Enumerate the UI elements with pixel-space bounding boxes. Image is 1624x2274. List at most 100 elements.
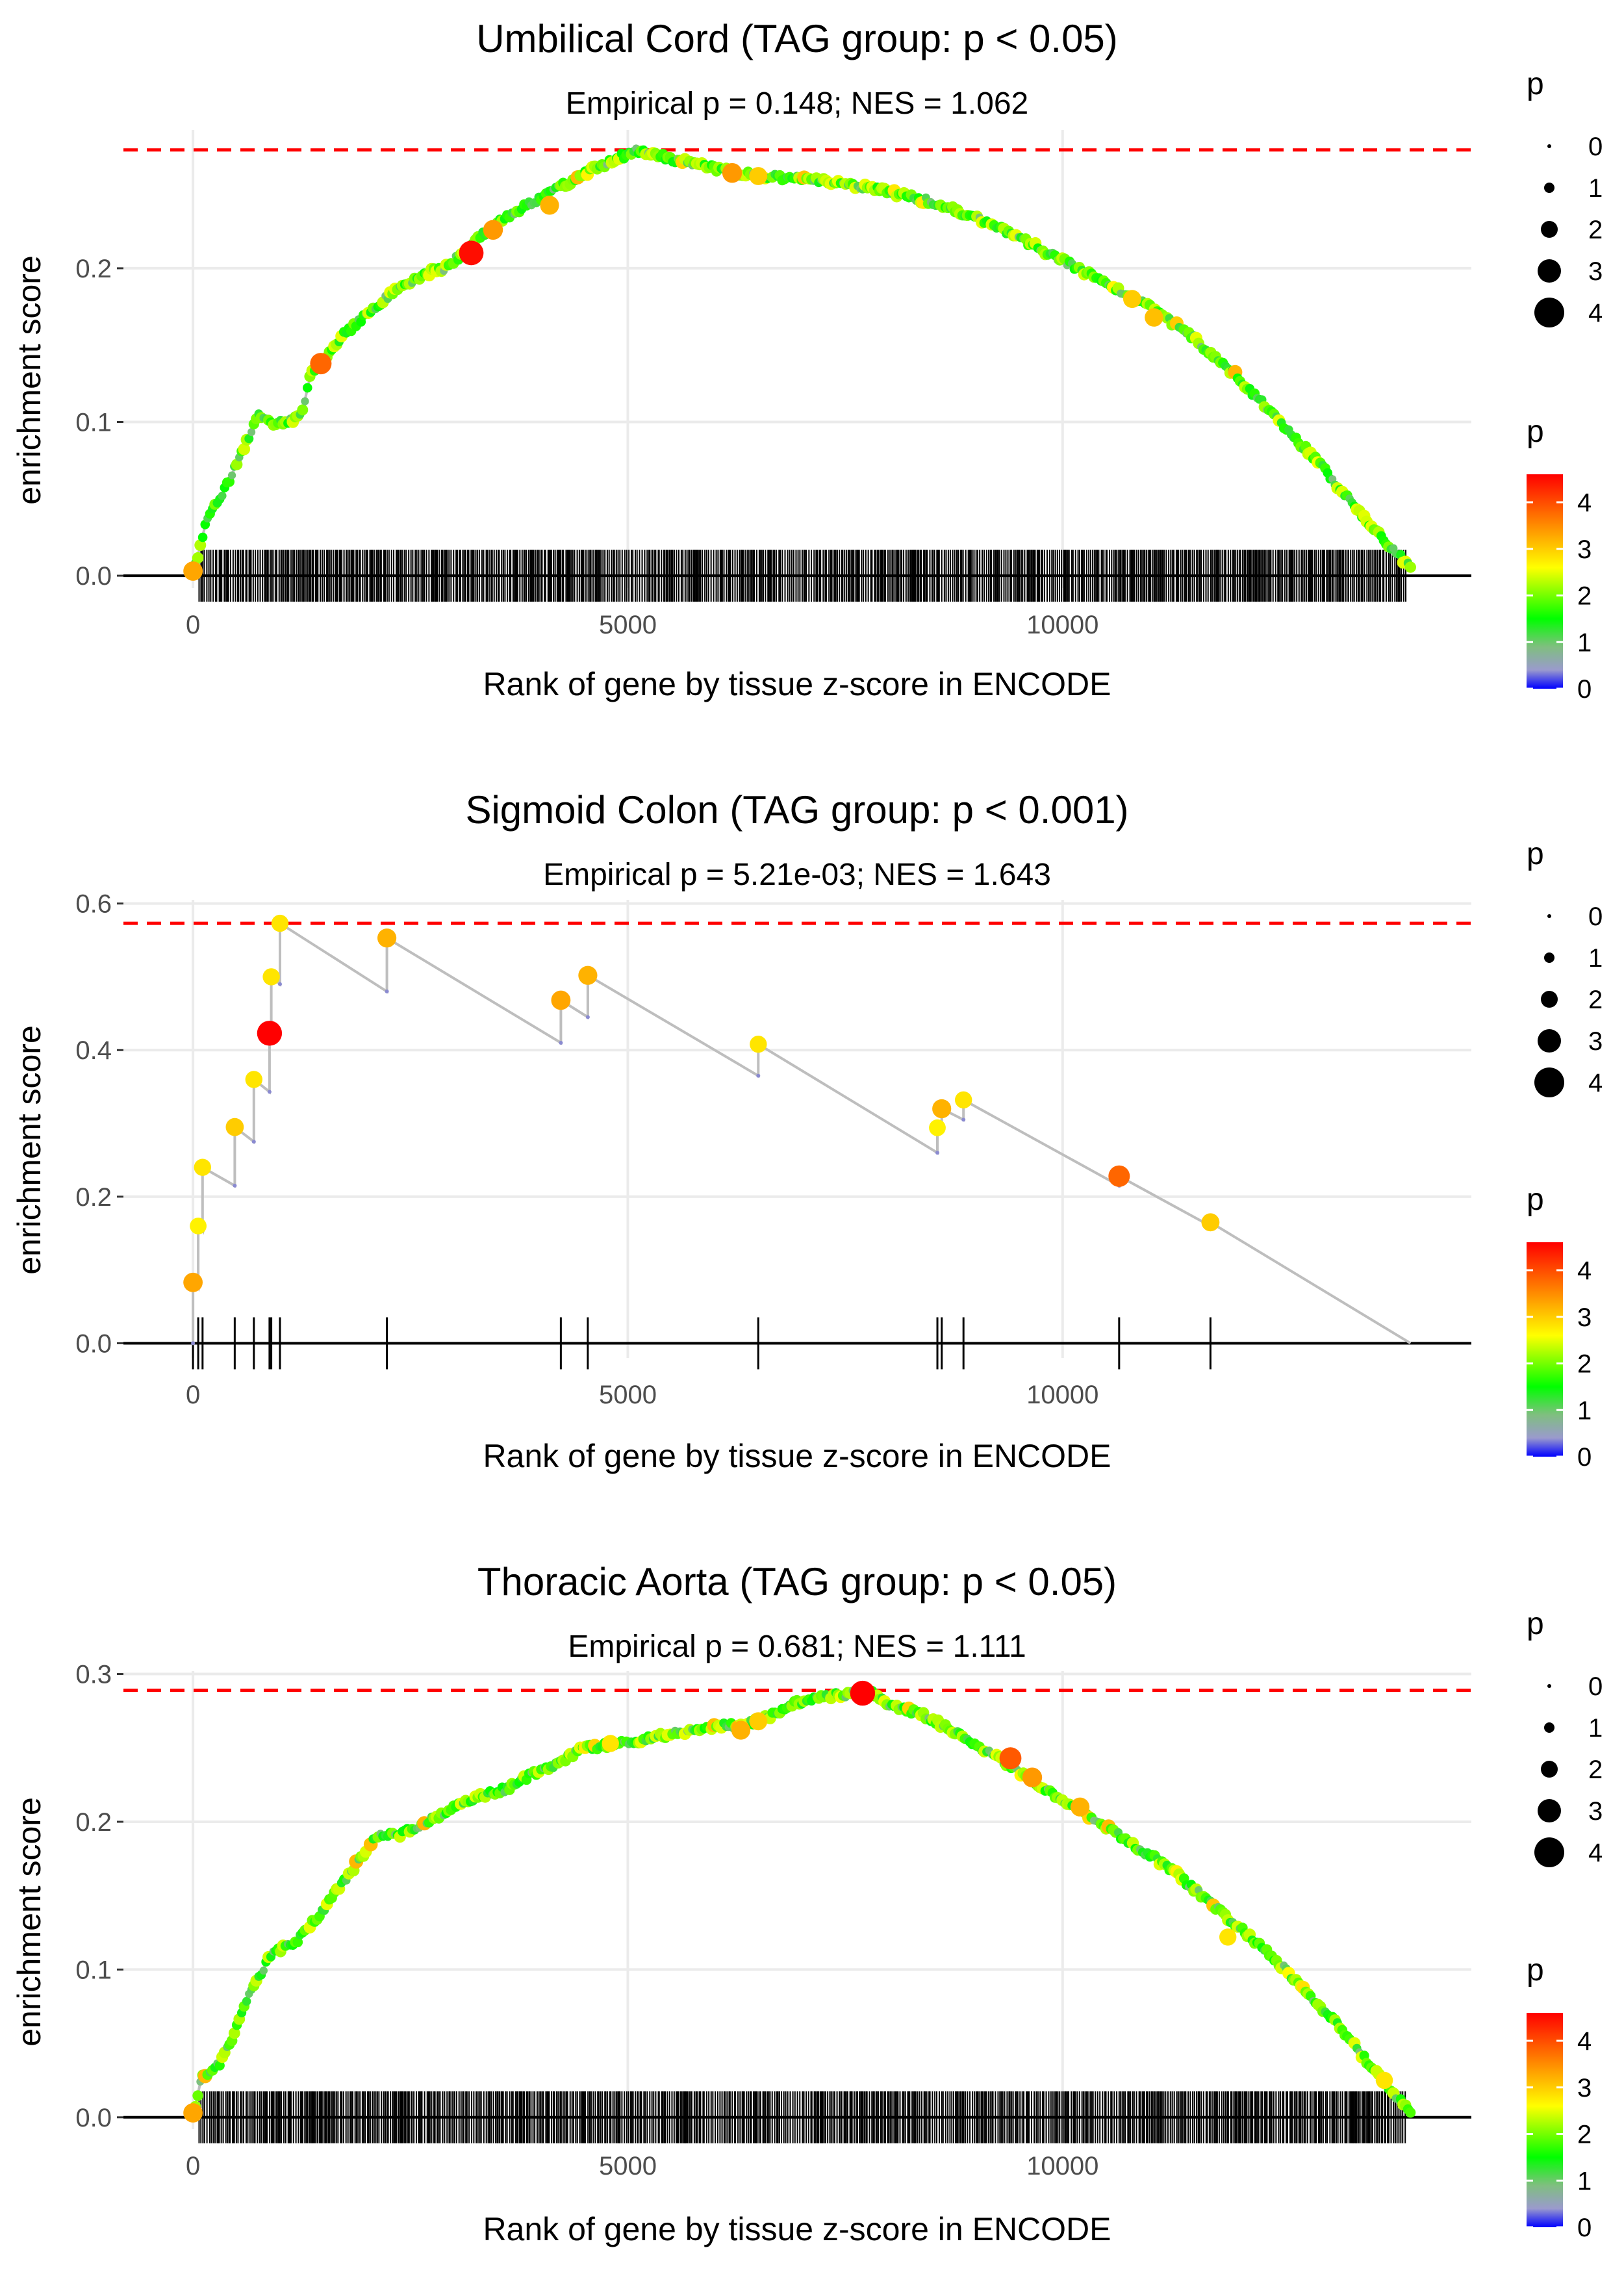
legend-title: p [1527,1607,1544,1641]
data-point [722,163,742,183]
x-tick-label: 0 [186,2152,200,2180]
es-curve [192,1689,1412,2118]
data-point [1123,290,1141,309]
data-point [1219,1928,1237,1946]
legend-color-2: p 0 1 2 3 4 [1527,1182,1592,1472]
legend-size-label: 4 [1588,299,1603,327]
data-point [183,1272,203,1292]
colorbar-label: 2 [1577,582,1592,611]
legend-size-label: 2 [1588,1756,1603,1784]
x-tick-label: 10000 [1026,611,1098,639]
x-tick-label: 10000 [1026,1381,1098,1409]
data-point [459,240,484,266]
data-point [190,1218,207,1234]
panel-subtitle: Empirical p = 0.148; NES = 1.062 [566,86,1028,121]
gene-point [228,2027,240,2039]
data-point [750,1036,767,1053]
data-point [749,1712,768,1731]
data-point [1201,1213,1220,1232]
gene-point [214,2060,225,2071]
data-point [932,1099,952,1119]
gene-point [218,491,227,500]
data-point [310,353,332,375]
gene-point [1404,561,1416,573]
data-point [749,167,768,185]
y-axis-label: enrichment score [11,255,47,505]
data-point [540,196,559,215]
gene-point [301,397,309,405]
panel-subtitle: Empirical p = 5.21e-03; NES = 1.643 [543,858,1051,892]
legend-size-label: 1 [1588,944,1603,973]
gene-point [292,1937,303,1948]
gene-point [244,434,254,444]
y-axis-label: enrichment score [11,1025,47,1275]
plot-area: 0 5000 10000 0.0 0.2 0.4 0.6 [75,890,1471,1409]
highlight-points [183,914,1220,1292]
gene-point [559,1041,563,1045]
legend-size-dot [1538,1799,1561,1822]
colorbar-label: 0 [1577,1443,1592,1472]
gene-point [961,1118,966,1122]
colorbar-label: 4 [1577,1257,1592,1285]
data-point [194,1158,211,1176]
legend-size-dot [1541,1761,1558,1778]
x-tick-label: 0 [186,611,200,639]
legend-size-label: 2 [1588,216,1603,244]
data-point [225,1118,244,1136]
legend-size-dot [1547,1684,1551,1688]
legend-size-label: 3 [1588,257,1603,286]
gene-rug [198,550,1407,602]
data-point [257,1021,283,1046]
gene-points [191,982,1213,1346]
x-tick-label: 10000 [1026,2152,1098,2180]
gene-point [233,1183,237,1188]
data-point [1375,2071,1393,2089]
y-tick-label: 0.3 [75,1661,112,1689]
colorbar-label: 2 [1577,2121,1592,2149]
panel-sigmoid-colon: Sigmoid Colon (TAG group: p < 0.001) Emp… [11,788,1471,1474]
plot-area: 0 5000 10000 0.0 0.1 0.2 0.3 [75,1661,1471,2180]
colorbar-label: 3 [1577,1303,1592,1332]
legend-size-3: p 0 1 2 3 4 [1527,1607,1603,1867]
data-point [578,965,598,985]
gene-point [228,471,236,479]
x-axis-label: Rank of gene by tissue z-score in ENCODE [483,2211,1111,2247]
gene-points [186,144,1416,580]
legend-size-dot [1534,1837,1564,1867]
data-point [377,928,397,948]
colorbar [1527,2013,1563,2227]
data-point [551,990,571,1010]
colorbar-label: 0 [1577,2214,1592,2242]
colorbar-label: 2 [1577,1350,1592,1379]
data-point [483,220,503,240]
colorbar-label: 1 [1577,1396,1592,1425]
data-point [245,1071,262,1088]
legend-title: p [1527,837,1544,871]
panel-title: Thoracic Aorta (TAG group: p < 0.05) [477,1560,1117,1603]
data-point [850,1680,876,1706]
gene-point [197,532,208,543]
legend-title: p [1527,1953,1544,1987]
data-point [999,1747,1022,1770]
highlight-points [183,163,1163,581]
gene-point [267,1090,272,1094]
gene-point [585,1015,590,1019]
panel-title: Umbilical Cord (TAG group: p < 0.05) [476,17,1118,60]
data-point [1145,308,1163,327]
legend-size-dot [1544,952,1554,963]
gene-point [297,404,309,416]
legend-title: p [1527,67,1544,101]
legend-size-dot [1538,1029,1561,1053]
data-point [602,1735,619,1752]
x-tick-label: 5000 [599,611,657,639]
legend-size-label: 1 [1588,1714,1603,1743]
legend-size-label: 4 [1588,1069,1603,1097]
legend-size-dot [1547,914,1551,918]
y-tick-label: 0.6 [75,890,112,919]
y-tick-label: 0.2 [75,1808,112,1837]
y-tick-label: 0.0 [75,1329,112,1358]
data-point [1108,1165,1130,1187]
legend-color-3: p 0 1 2 3 4 [1527,1953,1592,2242]
x-tick-label: 0 [186,1381,200,1409]
